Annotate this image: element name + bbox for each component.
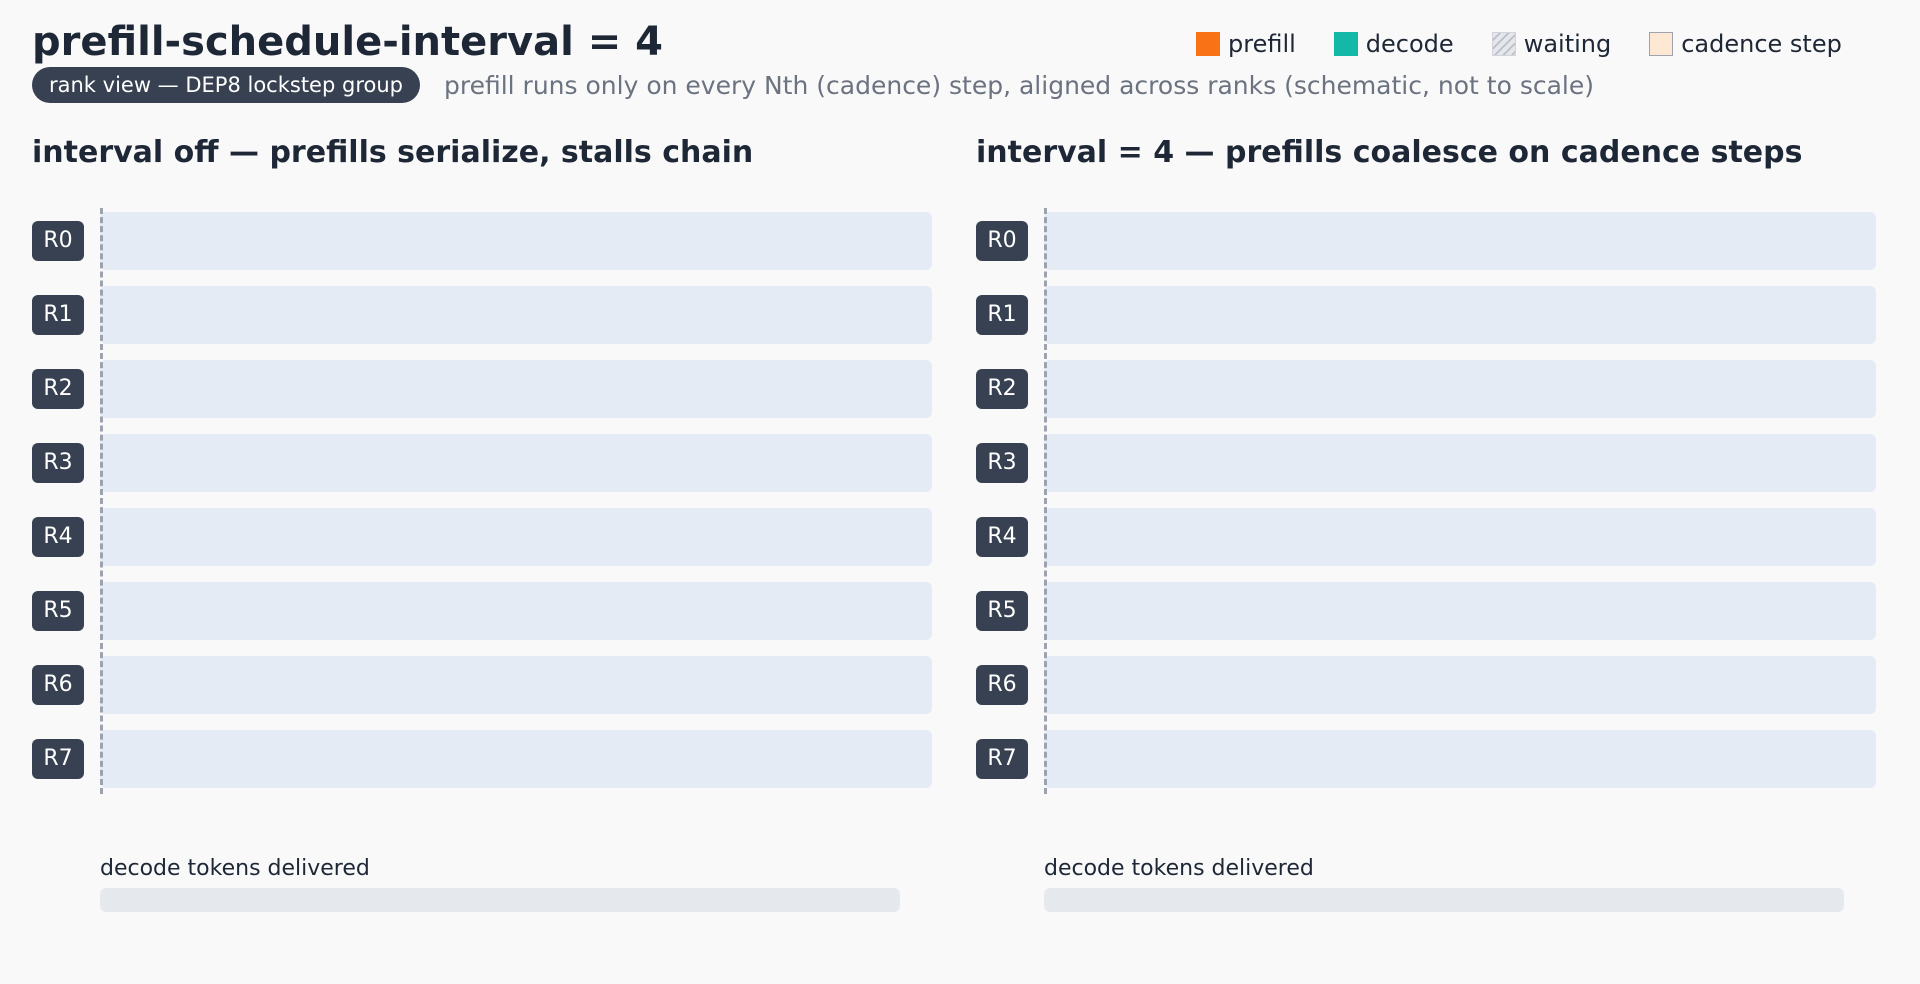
rank-row: R0 — [32, 212, 932, 270]
rank-row: R2 — [32, 360, 932, 418]
rank-row: R5 — [976, 582, 1876, 640]
subtitle-row: rank view — DEP8 lockstep group prefill … — [32, 66, 1594, 104]
panel-title: interval = 4 — prefills coalesce on cade… — [976, 135, 1803, 170]
rank-row: R7 — [976, 730, 1876, 788]
decode-swatch — [1333, 32, 1358, 56]
legend-item-waiting: waiting — [1491, 30, 1612, 58]
cadence-step-swatch — [1649, 32, 1674, 56]
legend-label: waiting — [1523, 30, 1612, 58]
legend-label: decode — [1365, 30, 1454, 58]
rank-lanes: R0 R1 R2 R3 R4 R5 — [976, 208, 1876, 794]
time-zero-line — [1044, 208, 1047, 794]
legend: prefill decode waiting cadence step — [1196, 28, 1842, 60]
rank-track — [100, 508, 932, 566]
rank-row: R6 — [976, 656, 1876, 714]
rank-row: R3 — [976, 434, 1876, 492]
page-title: prefill-schedule-interval = 4 — [32, 19, 663, 65]
rank-badge: R5 — [976, 591, 1028, 631]
rank-badge: R3 — [32, 443, 84, 483]
rank-track — [1044, 434, 1876, 492]
rank-row: R4 — [32, 508, 932, 566]
legend-label: prefill — [1228, 30, 1296, 58]
rank-track — [1044, 656, 1876, 714]
legend-item-prefill: prefill — [1196, 30, 1296, 58]
rank-badge: R6 — [976, 665, 1028, 705]
legend-label: cadence step — [1681, 30, 1842, 58]
tokens-label: decode tokens delivered — [1044, 856, 1314, 881]
rank-track — [1044, 360, 1876, 418]
rank-row: R2 — [976, 360, 1876, 418]
rank-badge: R3 — [976, 443, 1028, 483]
rank-track — [1044, 508, 1876, 566]
rank-track — [1044, 286, 1876, 344]
rank-track — [100, 286, 932, 344]
panel-interval-off: interval off — prefills serialize, stall… — [32, 128, 932, 912]
rank-badge: R1 — [32, 295, 84, 335]
prefill-swatch — [1196, 32, 1220, 56]
rank-track — [100, 212, 932, 270]
rank-row: R4 — [976, 508, 1876, 566]
rank-lanes: R0 R1 R2 R3 R4 R5 — [32, 208, 932, 794]
rank-badge: R0 — [32, 221, 84, 261]
legend-item-decode: decode — [1333, 30, 1454, 58]
rank-row: R1 — [976, 286, 1876, 344]
rank-track — [1044, 730, 1876, 788]
rank-row: R5 — [32, 582, 932, 640]
rank-row: R0 — [976, 212, 1876, 270]
tokens-bar — [1044, 888, 1844, 912]
rank-track — [1044, 212, 1876, 270]
waiting-hatch-swatch — [1491, 32, 1516, 56]
rank-badge: R2 — [976, 369, 1028, 409]
tokens-label: decode tokens delivered — [100, 856, 370, 881]
rank-row: R7 — [32, 730, 932, 788]
time-zero-line — [100, 208, 103, 794]
rank-track — [100, 360, 932, 418]
subtitle: prefill runs only on every Nth (cadence)… — [443, 70, 1594, 100]
rank-badge: R7 — [976, 739, 1028, 779]
rank-badge: R0 — [976, 221, 1028, 261]
rank-badge: R4 — [976, 517, 1028, 557]
rank-row: R3 — [32, 434, 932, 492]
rank-track — [100, 582, 932, 640]
panel-interval-4: interval = 4 — prefills coalesce on cade… — [976, 128, 1876, 912]
view-badge: rank view — DEP8 lockstep group — [32, 67, 420, 103]
rank-badge: R6 — [32, 665, 84, 705]
rank-badge: R5 — [32, 591, 84, 631]
rank-badge: R7 — [32, 739, 84, 779]
rank-track — [1044, 582, 1876, 640]
rank-row: R1 — [32, 286, 932, 344]
panel-title: interval off — prefills serialize, stall… — [32, 135, 754, 170]
rank-track — [100, 730, 932, 788]
rank-row: R6 — [32, 656, 932, 714]
rank-badge: R4 — [32, 517, 84, 557]
tokens-bar — [100, 888, 900, 912]
rank-track — [100, 656, 932, 714]
legend-item-cadence-step: cadence step — [1649, 30, 1842, 58]
rank-track — [100, 434, 932, 492]
rank-badge: R2 — [32, 369, 84, 409]
rank-badge: R1 — [976, 295, 1028, 335]
